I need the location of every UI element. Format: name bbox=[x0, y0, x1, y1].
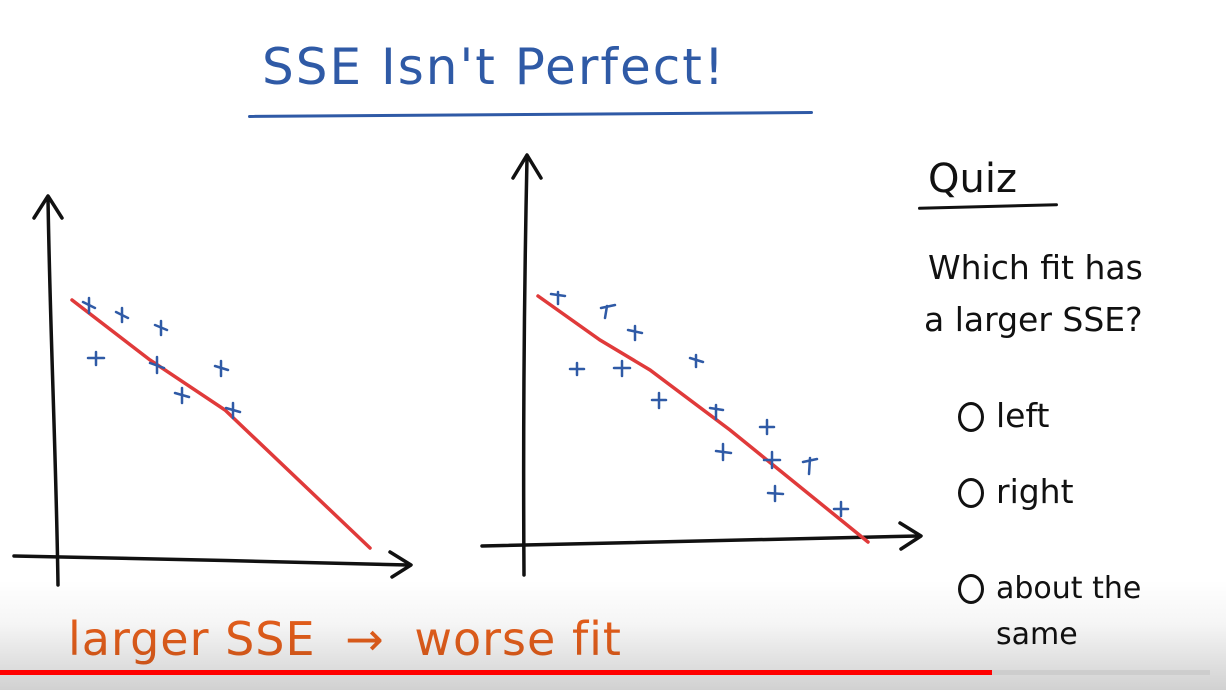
point-marker bbox=[599, 303, 617, 320]
quiz-question: Which fit has a larger SSE? bbox=[924, 242, 1226, 346]
left-data-points bbox=[81, 296, 242, 420]
point-marker bbox=[650, 391, 668, 410]
option-right[interactable]: right bbox=[958, 470, 1074, 514]
point-marker bbox=[832, 500, 850, 518]
quiz-question-line2: a larger SSE? bbox=[924, 300, 1143, 339]
point-marker bbox=[758, 418, 776, 436]
point-marker bbox=[708, 403, 725, 421]
right-y-axis bbox=[521, 156, 529, 577]
option-about-the-same[interactable]: about the same bbox=[958, 566, 1186, 658]
option-label: left bbox=[996, 396, 1050, 435]
right-plot bbox=[480, 153, 923, 577]
left-plot bbox=[12, 194, 413, 587]
point-marker bbox=[766, 484, 785, 503]
radio-circle-icon[interactable] bbox=[958, 402, 984, 432]
right-fit-line bbox=[536, 294, 870, 544]
point-marker bbox=[714, 442, 733, 462]
caption-arrow-icon: → bbox=[345, 612, 385, 666]
radio-circle-icon[interactable] bbox=[958, 478, 984, 508]
point-marker bbox=[612, 359, 632, 378]
point-marker bbox=[148, 355, 166, 375]
option-left[interactable]: left bbox=[958, 394, 1049, 438]
point-marker bbox=[801, 456, 819, 476]
point-marker bbox=[224, 401, 242, 420]
caption-left: larger SSE bbox=[68, 612, 316, 666]
left-y-arrow-icon bbox=[32, 194, 64, 220]
point-marker bbox=[86, 350, 106, 367]
point-marker bbox=[213, 359, 230, 378]
video-progress-fill bbox=[0, 670, 993, 675]
left-y-axis bbox=[46, 196, 60, 587]
point-marker bbox=[114, 306, 130, 324]
right-x-arrow-icon bbox=[898, 521, 923, 551]
left-x-arrow-icon bbox=[388, 550, 413, 579]
point-marker bbox=[173, 386, 191, 405]
left-x-axis bbox=[12, 554, 410, 567]
point-marker bbox=[549, 290, 567, 306]
caption-right: worse fit bbox=[414, 612, 622, 666]
point-marker bbox=[81, 296, 97, 315]
video-progress-bar[interactable] bbox=[0, 670, 1210, 675]
right-y-arrow-icon bbox=[511, 153, 543, 180]
left-fit-line bbox=[70, 298, 372, 550]
page-title: SSE Isn't Perfect! bbox=[262, 38, 726, 96]
option-label: right bbox=[996, 472, 1074, 511]
quiz-question-line1: Which fit has bbox=[928, 248, 1143, 287]
point-marker bbox=[688, 353, 705, 369]
right-x-axis bbox=[480, 534, 920, 548]
quiz-heading: Quiz bbox=[928, 156, 1017, 202]
point-marker bbox=[153, 319, 169, 337]
point-marker bbox=[568, 361, 586, 377]
right-data-points bbox=[549, 290, 850, 518]
bottom-caption: larger SSE → worse fit bbox=[68, 612, 622, 666]
radio-circle-icon[interactable] bbox=[958, 574, 984, 604]
point-marker bbox=[626, 324, 644, 342]
option-label: about the same bbox=[996, 571, 1142, 652]
point-marker bbox=[762, 450, 782, 470]
